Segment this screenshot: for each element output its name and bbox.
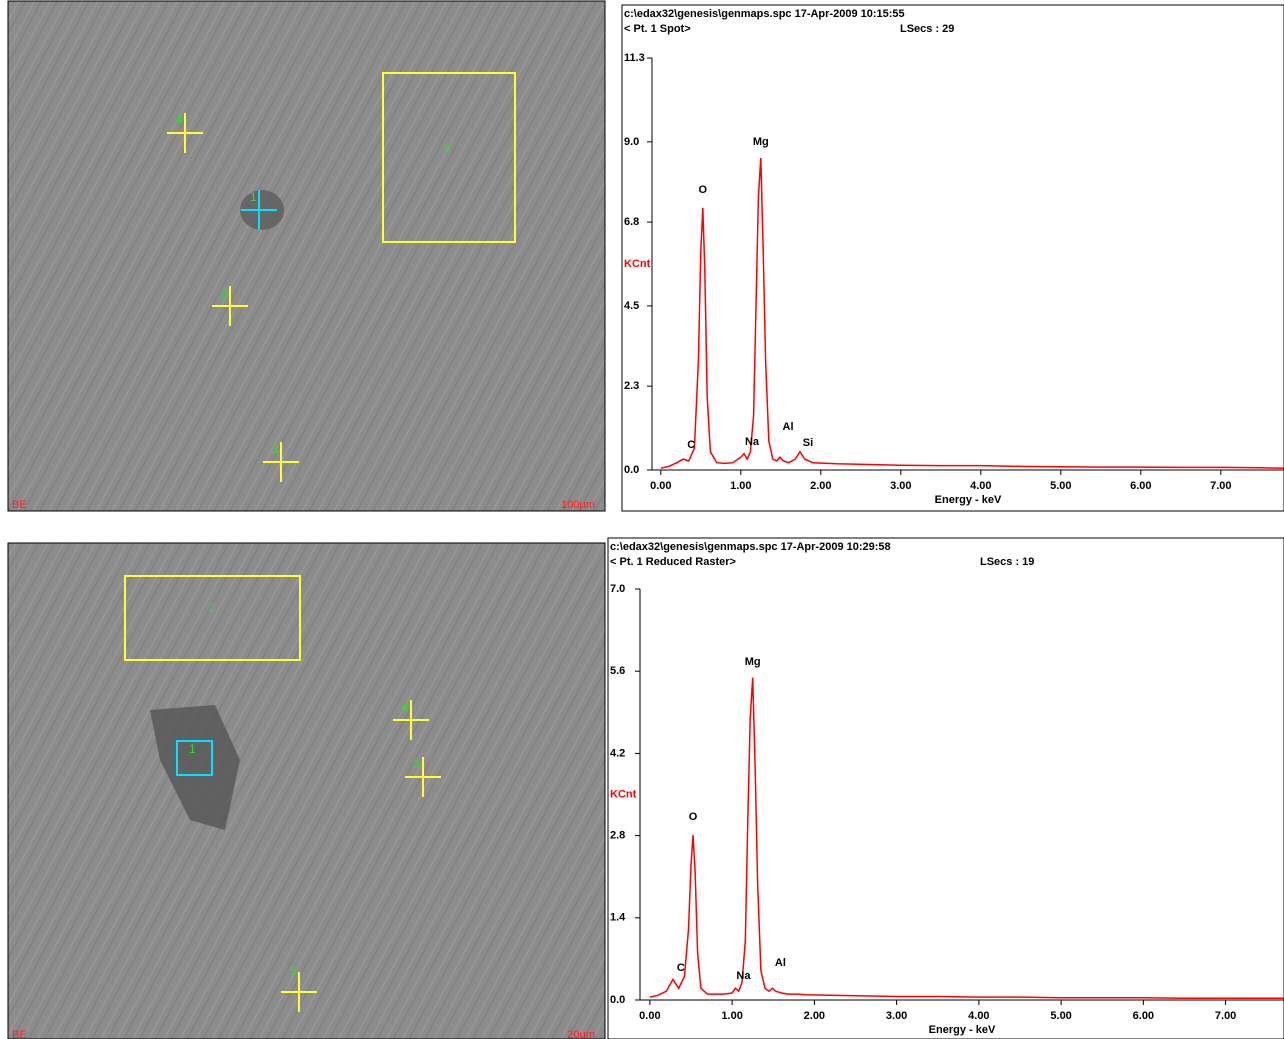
spectrum-line [660, 157, 1284, 469]
marker-label: 1 [250, 190, 257, 204]
peak-label: O [699, 184, 708, 196]
sem-image [7, 542, 606, 1039]
peak-label: Al [775, 957, 786, 969]
marker-label: 3 [272, 442, 279, 456]
marker [382, 72, 516, 243]
x-axis-label: Energy - keV [929, 1024, 996, 1036]
y-axis-label: KCnt [624, 258, 651, 270]
y-tick-label: 0.0 [624, 464, 639, 476]
marker-label: 3 [413, 757, 420, 771]
x-tick-label: 1.00 [721, 1010, 742, 1022]
x-tick-label: 1.00 [730, 480, 751, 492]
x-tick-label: 7.00 [1210, 480, 1231, 492]
x-tick-label: 6.00 [1130, 480, 1151, 492]
pit [150, 705, 240, 830]
x-tick-label: 4.00 [970, 480, 991, 492]
spectrum-subtitle: < Pt. 1 Spot> [624, 23, 691, 35]
marker-label: 4 [176, 112, 183, 126]
marker-label: 2 [208, 601, 215, 615]
detector-label: BE [12, 499, 27, 511]
y-tick-label: 5.6 [610, 665, 625, 677]
y-tick-label: 2.8 [610, 830, 625, 842]
peak-label: Na [745, 436, 760, 448]
peak-label: Al [783, 421, 794, 433]
marker-label: 4 [402, 700, 409, 714]
peak-label: Mg [745, 656, 761, 668]
marker [176, 740, 213, 776]
marker [124, 575, 301, 661]
x-tick-label: 4.00 [968, 1010, 989, 1022]
x-tick-label: 0.00 [639, 1010, 660, 1022]
y-tick-label: 0.0 [610, 994, 625, 1006]
scale-label: 100µm [561, 499, 595, 511]
peak-label: Na [736, 970, 751, 982]
marker-label: 2 [221, 286, 228, 300]
x-tick-label: 2.00 [810, 480, 831, 492]
detector-label: BE [12, 1029, 27, 1039]
y-tick-label: 4.2 [610, 747, 625, 759]
x-tick-label: 0.00 [650, 480, 671, 492]
x-tick-label: 5.00 [1050, 1010, 1071, 1022]
y-tick-label: 11.3 [624, 52, 645, 64]
y-tick-label: 6.8 [624, 216, 639, 228]
marker-label: 1 [189, 742, 196, 756]
peak-label: C [677, 962, 685, 974]
peak-label: C [687, 439, 695, 451]
spectrum-line [649, 677, 1284, 999]
x-tick-label: 5.00 [1050, 480, 1071, 492]
y-tick-label: 2.3 [624, 380, 639, 392]
peak-label: Si [803, 437, 813, 449]
live-seconds: LSecs : 19 [980, 556, 1034, 568]
scale-label: 20µm [567, 1029, 595, 1039]
spectrum-subtitle: < Pt. 1 Reduced Raster> [610, 556, 736, 568]
marker-label: 5 [444, 142, 451, 156]
spectrum-title: c:\edax32\genesis\genmaps.spc 17-Apr-200… [624, 8, 905, 20]
marker-label: 5 [290, 964, 297, 978]
live-seconds: LSecs : 29 [900, 23, 954, 35]
x-axis-label: Energy - keV [935, 494, 1002, 506]
y-axis-label: KCnt [610, 788, 637, 800]
y-tick-label: 7.0 [610, 583, 625, 595]
spectrum-panel [607, 537, 1284, 1039]
y-tick-label: 9.0 [624, 136, 639, 148]
x-tick-label: 2.00 [804, 1010, 825, 1022]
x-tick-label: 6.00 [1133, 1010, 1154, 1022]
spectrum-title: c:\edax32\genesis\genmaps.spc 17-Apr-200… [610, 541, 891, 553]
y-tick-label: 1.4 [610, 912, 626, 924]
peak-label: Mg [753, 136, 769, 148]
x-tick-label: 3.00 [890, 480, 911, 492]
spectrum-panel [621, 4, 1284, 512]
y-tick-label: 4.5 [624, 300, 639, 312]
sem-image [7, 0, 606, 512]
peak-label: O [689, 811, 698, 823]
x-tick-label: 7.00 [1215, 1010, 1236, 1022]
x-tick-label: 3.00 [886, 1010, 907, 1022]
